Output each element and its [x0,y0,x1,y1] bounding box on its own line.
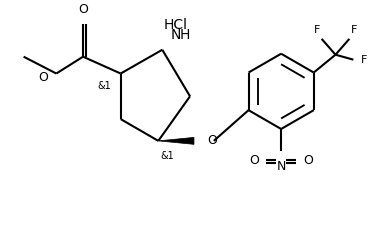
Text: &1: &1 [97,82,111,91]
Text: F: F [314,25,320,35]
Text: N: N [170,28,181,42]
Text: N: N [277,160,286,173]
Polygon shape [158,137,194,144]
Text: O: O [249,154,259,167]
Text: F: F [361,55,367,65]
Text: O: O [207,134,217,147]
Text: O: O [78,3,88,16]
Text: H: H [180,28,191,42]
Text: F: F [351,25,358,35]
Text: O: O [39,71,49,84]
Text: HCl: HCl [164,18,188,32]
Text: O: O [303,154,313,167]
Text: &1: &1 [160,151,174,161]
